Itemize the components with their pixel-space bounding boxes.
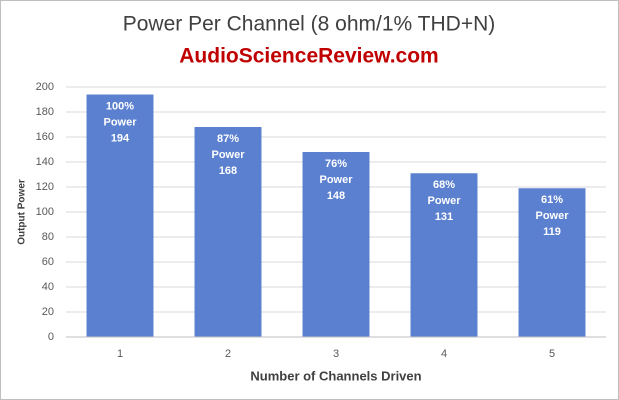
y-tick-label: 100 <box>36 206 54 218</box>
data-label-word: Power <box>427 195 461 207</box>
data-label-value: 168 <box>219 165 237 177</box>
y-tick-label: 160 <box>36 131 54 143</box>
x-tick-label: 3 <box>333 348 339 360</box>
x-tick-label: 2 <box>225 348 231 360</box>
data-label-share: 61% <box>541 194 563 206</box>
data-label-value: 148 <box>327 190 345 202</box>
y-tick-label: 20 <box>42 306 54 318</box>
data-label-word: Power <box>535 210 569 222</box>
y-axis-label: Output Power <box>17 179 28 245</box>
data-label-share: 100% <box>106 100 134 112</box>
data-label-value: 131 <box>435 211 453 223</box>
y-tick-label: 0 <box>48 331 54 343</box>
chart-title: Power Per Channel (8 ohm/1% THD+N) <box>123 13 496 36</box>
y-tick-label: 80 <box>42 231 54 243</box>
data-label-value: 194 <box>111 132 130 144</box>
data-label-share: 68% <box>433 179 455 191</box>
data-label-share: 87% <box>217 133 239 145</box>
y-tick-label: 200 <box>36 81 54 93</box>
bar <box>302 152 370 337</box>
y-tick-label: 60 <box>42 256 54 268</box>
y-tick-label: 40 <box>42 281 54 293</box>
x-axis-label: Number of Channels Driven <box>250 368 421 383</box>
chart-subtitle: AudioScienceReview.com <box>179 45 438 68</box>
data-label-value: 119 <box>543 226 561 238</box>
data-label-share: 76% <box>325 158 347 170</box>
y-tick-label: 180 <box>36 106 54 118</box>
data-label-word: Power <box>319 174 353 186</box>
x-tick-label: 5 <box>549 348 555 360</box>
x-tick-label: 1 <box>117 348 123 360</box>
y-tick-label: 140 <box>36 156 54 168</box>
x-tick-label: 4 <box>441 348 447 360</box>
data-label-word: Power <box>211 149 245 161</box>
y-tick-label: 120 <box>36 181 54 193</box>
data-label-word: Power <box>103 116 137 128</box>
bar <box>194 127 262 337</box>
bar <box>410 173 478 337</box>
bar <box>518 188 586 337</box>
bar <box>86 94 154 337</box>
